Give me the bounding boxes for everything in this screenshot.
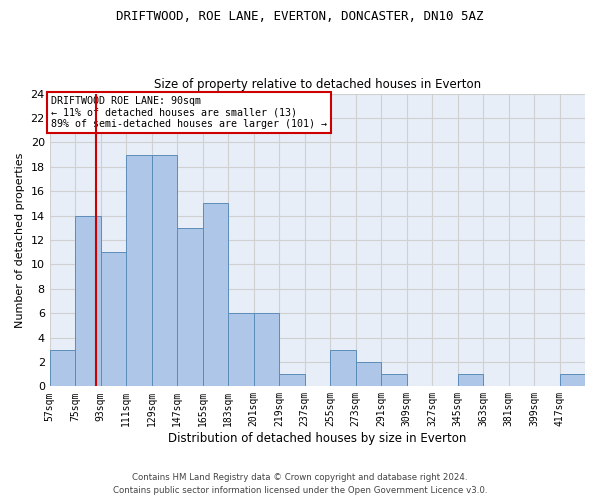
Text: DRIFTWOOD, ROE LANE, EVERTON, DONCASTER, DN10 5AZ: DRIFTWOOD, ROE LANE, EVERTON, DONCASTER,… — [116, 10, 484, 23]
Bar — [126, 154, 152, 386]
Bar — [101, 252, 126, 386]
Bar — [152, 154, 177, 386]
Bar — [177, 228, 203, 386]
Bar — [381, 374, 407, 386]
Text: DRIFTWOOD ROE LANE: 90sqm
← 11% of detached houses are smaller (13)
89% of semi-: DRIFTWOOD ROE LANE: 90sqm ← 11% of detac… — [51, 96, 327, 129]
Bar — [50, 350, 75, 387]
Bar — [356, 362, 381, 386]
Text: Contains HM Land Registry data © Crown copyright and database right 2024.
Contai: Contains HM Land Registry data © Crown c… — [113, 474, 487, 495]
Bar — [254, 313, 279, 386]
Bar — [228, 313, 254, 386]
Bar — [75, 216, 101, 386]
Bar — [560, 374, 585, 386]
Bar — [458, 374, 483, 386]
Bar — [330, 350, 356, 387]
Bar — [279, 374, 305, 386]
Title: Size of property relative to detached houses in Everton: Size of property relative to detached ho… — [154, 78, 481, 91]
Y-axis label: Number of detached properties: Number of detached properties — [15, 152, 25, 328]
X-axis label: Distribution of detached houses by size in Everton: Distribution of detached houses by size … — [168, 432, 467, 445]
Bar — [203, 204, 228, 386]
